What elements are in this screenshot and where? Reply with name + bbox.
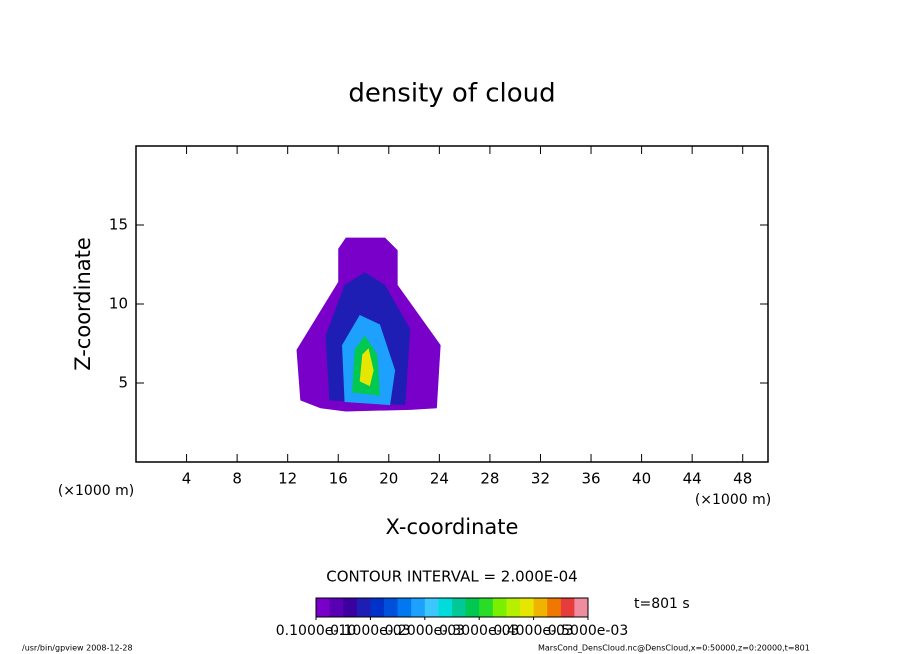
x-tick-label: 28	[480, 470, 499, 488]
x-tick-label: 48	[733, 470, 752, 488]
colorbar-label: 0.2000e-03	[385, 623, 465, 639]
colorbar-cell	[397, 598, 412, 617]
x-tick-label: 32	[531, 470, 550, 488]
colorbar-label: 0.1000e-03	[330, 623, 410, 639]
x-tick-label: 8	[232, 470, 242, 488]
colorbar-cell	[506, 598, 521, 617]
x-tick-label: 24	[430, 470, 449, 488]
colorbar-cell	[479, 598, 494, 617]
colorbar-label: 0.4000e-03	[493, 623, 573, 639]
contour-region	[359, 348, 374, 387]
footer-right: MarsCond_DensCloud.nc@DensCloud,x=0:5000…	[538, 644, 810, 653]
x-unit-right: (×1000 m)	[695, 492, 771, 508]
x-tick-label: 36	[581, 470, 600, 488]
x-tick-label: 20	[379, 470, 398, 488]
colorbar-cell	[384, 598, 399, 617]
time-label: t=801 s	[634, 596, 690, 612]
x-tick-label: 40	[632, 470, 651, 488]
x-axis-label: X-coordinate	[386, 515, 519, 539]
x-unit-left: (×1000 m)	[58, 483, 134, 499]
colorbar-cell	[316, 598, 331, 617]
colorbar-cell	[574, 598, 589, 617]
colorbar-label: 0.1000e-10	[276, 623, 356, 639]
colorbar-cell	[547, 598, 562, 617]
colorbar-cell	[370, 598, 385, 617]
contour-interval: CONTOUR INTERVAL = 2.000E-04	[326, 568, 577, 586]
colorbar-cell	[560, 598, 575, 617]
colorbar-cell	[520, 598, 535, 617]
colorbar-cell	[438, 598, 453, 617]
colorbar-cell	[356, 598, 371, 617]
x-tick-label: 12	[278, 470, 297, 488]
colorbar-cell	[343, 598, 358, 617]
colorbar-cell	[533, 598, 548, 617]
colorbar-label: 0.3000e-03	[439, 623, 519, 639]
colorbar-cell	[465, 598, 480, 617]
plot-frame	[135, 145, 769, 463]
colorbar-cell	[424, 598, 439, 617]
y-axis-label: Z-coordinate	[71, 237, 95, 371]
x-tick-label: 44	[683, 470, 702, 488]
colorbar-cell	[329, 598, 344, 617]
x-tick-label: 16	[329, 470, 348, 488]
colorbar-frame	[315, 597, 589, 618]
y-tick-label: 15	[109, 216, 128, 234]
colorbar-cell	[452, 598, 467, 617]
chart-title: density of cloud	[348, 79, 555, 109]
colorbar-label: 0.5000e-03	[548, 623, 628, 639]
x-tick-label: 4	[182, 470, 192, 488]
y-tick-label: 5	[118, 374, 128, 392]
y-tick-label: 10	[109, 295, 128, 313]
colorbar-cell	[492, 598, 507, 617]
footer-left: /usr/bin/gpview 2008-12-28	[22, 644, 133, 653]
colorbar-cell	[411, 598, 426, 617]
